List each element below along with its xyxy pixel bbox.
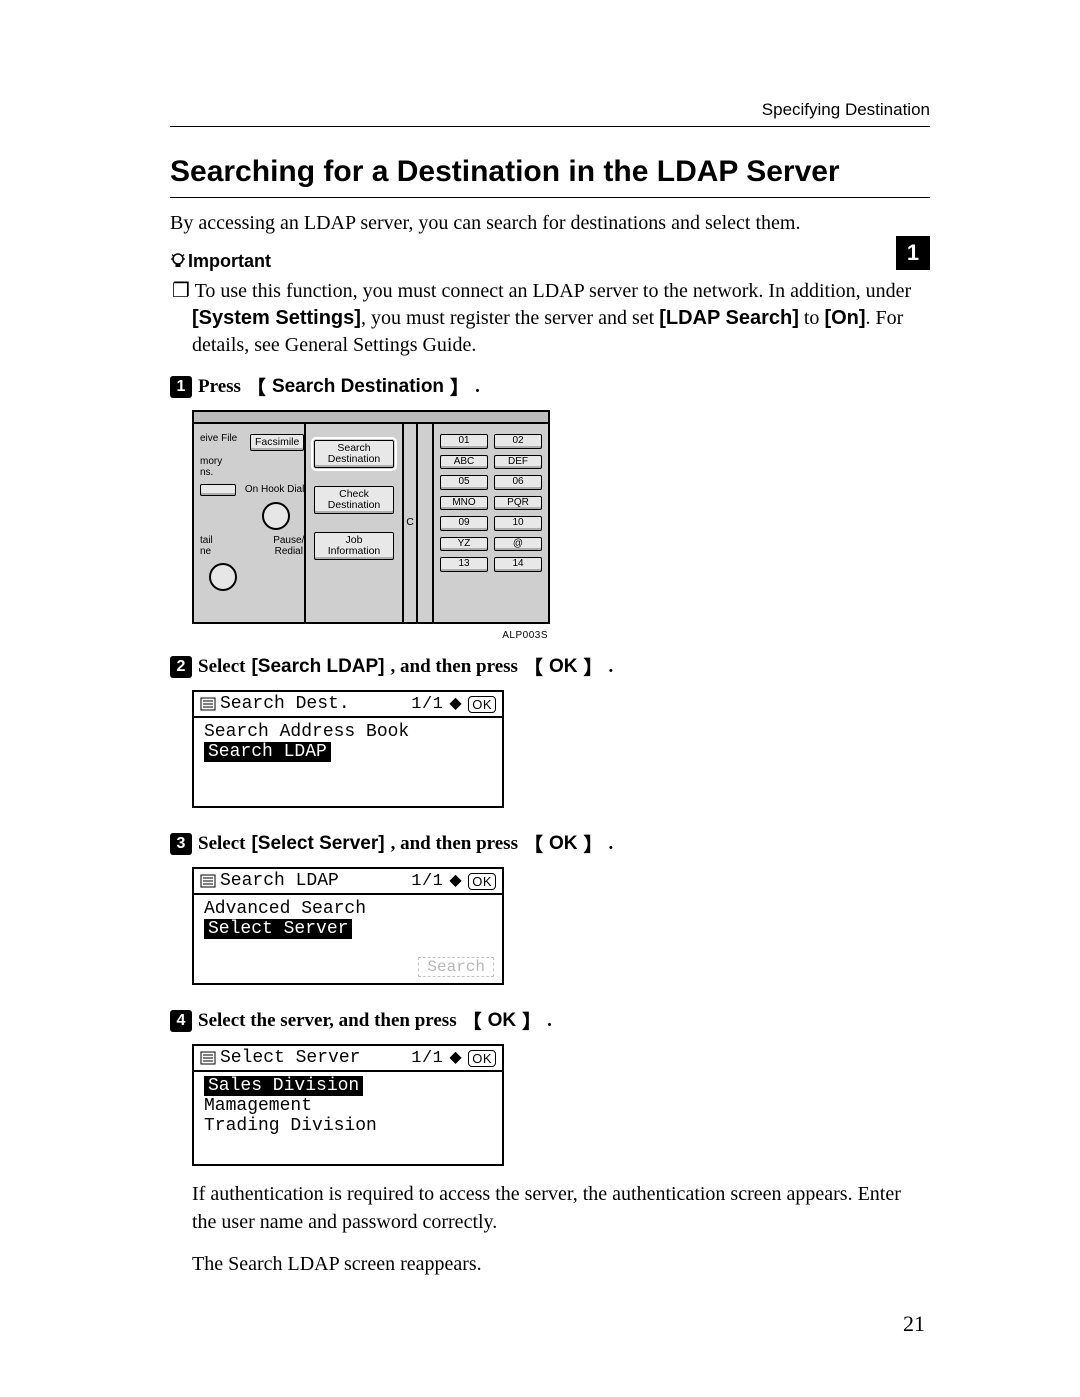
list-icon: [200, 1051, 216, 1065]
right-bracket-icon: 】: [450, 373, 469, 400]
ldap-search-ref: [LDAP Search]: [659, 307, 799, 329]
left-bracket-icon: 【: [247, 373, 266, 400]
ok-chip[interactable]: OK: [468, 873, 496, 890]
soft-key-search[interactable]: Search: [418, 957, 494, 977]
rule-title: [170, 197, 930, 198]
key-pqr[interactable]: PQR: [494, 496, 542, 511]
key-def[interactable]: DEF: [494, 455, 542, 470]
step-1-pre: Press: [198, 376, 241, 398]
updown-icon: ◆: [449, 1050, 462, 1066]
key-at[interactable]: @: [494, 537, 542, 552]
right-bracket-icon: 】: [522, 1007, 541, 1034]
section-title: Searching for a Destination in the LDAP …: [170, 155, 930, 189]
lcd-item-selected[interactable]: Sales Division: [204, 1076, 363, 1096]
job-information-button[interactable]: JobInformation: [314, 532, 394, 560]
step-number-4: 4: [170, 1010, 192, 1032]
ok-button-label: OK: [549, 833, 578, 855]
figure-code: ALP003S: [192, 630, 548, 641]
dial-circle-1[interactable]: [262, 502, 290, 530]
step-number-3: 3: [170, 833, 192, 855]
left-bracket-icon: 【: [524, 830, 543, 857]
lcd-search-dest: Search Dest. 1/1 ◆ OK Search Address Boo…: [192, 690, 504, 808]
important-heading: Important: [170, 251, 930, 272]
lcd-select-server: Select Server 1/1 ◆ OK Sales Division Ma…: [192, 1044, 504, 1166]
panel-col-2: SearchDestination CheckDestination JobIn…: [306, 424, 404, 622]
panel-col-3: C: [404, 424, 418, 622]
panel-col-4: [418, 424, 434, 622]
ok-button-label: OK: [549, 656, 578, 678]
check-destination-button[interactable]: CheckDestination: [314, 486, 394, 514]
auth-note: If authentication is required to access …: [192, 1180, 930, 1236]
key-05[interactable]: 05: [440, 475, 488, 490]
panel-col-keys: 01 02 ABC DEF 05 06 MNO PQR 09 10 YZ @ 1…: [434, 424, 548, 622]
select-server-ref: [Select Server]: [251, 833, 384, 855]
page: Specifying Destination 1 Searching for a…: [0, 0, 1080, 1397]
key-01[interactable]: 01: [440, 434, 488, 449]
updown-icon: ◆: [449, 873, 462, 889]
key-09[interactable]: 09: [440, 516, 488, 531]
lcd-item[interactable]: Advanced Search: [204, 899, 492, 919]
key-abc[interactable]: ABC: [440, 455, 488, 470]
system-settings-ref: [System Settings]: [192, 307, 361, 329]
key-06[interactable]: 06: [494, 475, 542, 490]
small-button[interactable]: [200, 484, 236, 496]
lcd-item[interactable]: Trading Division: [204, 1116, 492, 1136]
left-bracket-icon: 【: [463, 1007, 482, 1034]
key-14[interactable]: 14: [494, 557, 542, 572]
search-destination-button-label: Search Destination: [272, 376, 444, 398]
fax-panel: eive File Facsimile mory ns. On Hook Dia…: [192, 410, 550, 624]
list-icon: [200, 697, 216, 711]
intro-text: By accessing an LDAP server, you can sea…: [170, 210, 930, 237]
step-1: 1 Press 【Search Destination】.: [170, 373, 930, 400]
key-mno[interactable]: MNO: [440, 496, 488, 511]
step-3: 3 Select [Select Server], and then press…: [170, 830, 930, 857]
facsimile-button[interactable]: Facsimile: [250, 434, 304, 451]
lightbulb-icon: [170, 253, 186, 269]
rule-head: [170, 126, 930, 127]
page-header-right: Specifying Destination: [170, 100, 930, 120]
key-yz[interactable]: YZ: [440, 537, 488, 552]
section-index-tab: 1: [896, 236, 930, 270]
important-label: Important: [188, 251, 271, 271]
step-number-2: 2: [170, 656, 192, 678]
right-bracket-icon: 】: [583, 830, 602, 857]
lcd-item-selected[interactable]: Select Server: [204, 919, 352, 939]
reappear-note: The Search LDAP screen reappears.: [192, 1250, 930, 1278]
onhook-label: On Hook Dial: [245, 485, 304, 496]
step-2: 2 Select [Search LDAP], and then press 【…: [170, 653, 930, 680]
right-bracket-icon: 】: [583, 653, 602, 680]
lcd-item-selected[interactable]: Search LDAP: [204, 742, 331, 762]
search-ldap-ref: [Search LDAP]: [251, 656, 384, 678]
important-note: ❐ To use this function, you must connect…: [192, 278, 930, 359]
dial-circle-2[interactable]: [209, 563, 237, 591]
search-destination-button[interactable]: SearchDestination: [314, 440, 394, 468]
lcd-item[interactable]: Search Address Book: [204, 722, 492, 742]
list-icon: [200, 874, 216, 888]
step-number-1: 1: [170, 376, 192, 398]
ok-chip[interactable]: OK: [468, 696, 496, 713]
key-02[interactable]: 02: [494, 434, 542, 449]
key-10[interactable]: 10: [494, 516, 542, 531]
key-13[interactable]: 13: [440, 557, 488, 572]
updown-icon: ◆: [449, 696, 462, 712]
ok-button-label: OK: [488, 1010, 517, 1032]
lcd-search-ldap: Search LDAP 1/1 ◆ OK Advanced Search Sel…: [192, 867, 504, 985]
panel-col-1: eive File Facsimile mory ns. On Hook Dia…: [194, 424, 306, 622]
page-number: 21: [903, 1311, 925, 1337]
ok-chip[interactable]: OK: [468, 1050, 496, 1067]
left-bracket-icon: 【: [524, 653, 543, 680]
on-ref: [On]: [824, 307, 865, 329]
lcd-item[interactable]: Mamagement: [204, 1096, 492, 1116]
step-4: 4 Select the server, and then press 【OK】…: [170, 1007, 930, 1034]
fig-fax-panel: eive File Facsimile mory ns. On Hook Dia…: [192, 410, 930, 624]
